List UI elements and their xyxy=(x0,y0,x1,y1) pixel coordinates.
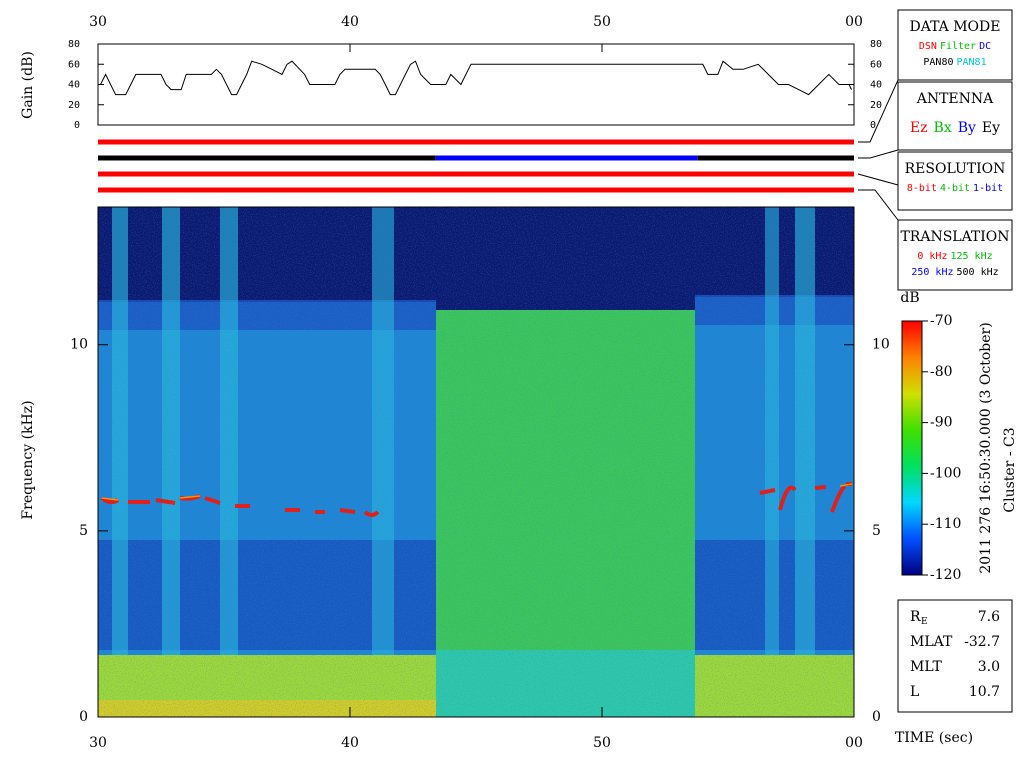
y-tick-label: 60 xyxy=(68,59,80,70)
panel-title: RESOLUTION xyxy=(905,161,1006,177)
colorbar-tick-label: -70 xyxy=(930,313,953,329)
x-tick-label: 40 xyxy=(341,735,359,751)
panel-item: Ey xyxy=(982,120,1000,136)
orbit-label-sub: E xyxy=(921,617,928,627)
frequency-axis-label: Frequency (kHz) xyxy=(20,400,36,519)
status-segment xyxy=(98,187,854,193)
colorbar-tick-label: -110 xyxy=(930,516,961,532)
y-tick-label: 60 xyxy=(870,59,882,70)
y-tick-label: 20 xyxy=(870,100,882,111)
x-tick-label: 00 xyxy=(845,735,863,751)
panel-item: 250 kHz xyxy=(911,267,953,278)
panel-row: DSN Filter DC xyxy=(919,41,991,52)
y-tick-label: 5 xyxy=(79,523,88,539)
panel-row: Ez Bx By Ey xyxy=(910,120,1000,136)
y-tick-label: 0 xyxy=(79,709,88,725)
panel-item: PAN80 xyxy=(923,57,953,68)
y-tick-label: 0 xyxy=(74,120,80,131)
orbit-value: -32.7 xyxy=(964,634,1000,650)
x-tick-label: 30 xyxy=(89,735,107,751)
panel-connectors xyxy=(857,79,899,221)
y-tick-label: 10 xyxy=(872,337,890,353)
panel-item: 500 kHz xyxy=(957,267,999,278)
panel-row: 8-bit 4-bit 1-bit xyxy=(907,183,1003,194)
colorbar-tick-label: -120 xyxy=(930,567,961,583)
panel-title: ANTENNA xyxy=(916,91,994,107)
gain-frame xyxy=(97,43,855,126)
panel-row: 0 kHz 125 kHz xyxy=(917,251,992,262)
panel-item: 8-bit xyxy=(907,183,937,194)
panel-item: DSN xyxy=(919,41,937,52)
panel-item: 125 kHz xyxy=(950,251,992,262)
panel-item: Filter xyxy=(940,41,976,52)
y-tick-label: 10 xyxy=(70,337,88,353)
panel-item: 0 kHz xyxy=(917,251,947,262)
y-tick-label: 80 xyxy=(870,39,882,50)
panel-item: PAN81 xyxy=(957,57,987,68)
x-tick-label: 50 xyxy=(593,14,611,30)
panel-row: 250 kHz 500 kHz xyxy=(911,267,998,278)
orbit-label: L xyxy=(910,684,919,700)
status-segment xyxy=(697,155,854,161)
panel-item: 1-bit xyxy=(973,183,1003,194)
status-segment xyxy=(98,171,854,177)
panel-item: DC xyxy=(979,41,991,52)
y-tick-label: 40 xyxy=(68,80,80,91)
orbit-label: R xyxy=(910,609,921,625)
gain-line xyxy=(100,60,852,96)
panel-title: TRANSLATION xyxy=(900,229,1009,245)
status-segment xyxy=(98,139,854,145)
orbit-value: 10.7 xyxy=(969,684,1000,700)
colorbar xyxy=(901,320,923,576)
orbit-subscript: E xyxy=(921,617,928,627)
y-tick-label: 5 xyxy=(872,523,881,539)
colorbar-tick-label: -100 xyxy=(930,465,961,481)
y-tick-label: 0 xyxy=(870,120,876,131)
colorbar-label: dB xyxy=(900,290,919,306)
y-tick-label: 80 xyxy=(68,39,80,50)
x-tick-label: 50 xyxy=(593,735,611,751)
x-axis-label: TIME (sec) xyxy=(895,730,973,746)
panel-item: Bx xyxy=(934,120,952,136)
panel-row: PAN80 PAN81 xyxy=(923,57,986,68)
panel-title: DATA MODE xyxy=(910,19,1001,35)
spectrogram-frame xyxy=(97,206,855,718)
y-tick-label: 40 xyxy=(870,80,882,91)
orbit-label: MLAT xyxy=(910,634,953,650)
orbit-value: 3.0 xyxy=(978,659,1000,675)
orbit-value: 7.6 xyxy=(978,609,1000,625)
status-segment xyxy=(435,155,698,161)
x-tick-label: 40 xyxy=(341,14,359,30)
y-tick-label: 20 xyxy=(68,100,80,111)
y-tick-label: 0 xyxy=(872,709,881,725)
timestamp: 2011 276 16:50:30.000 (3 October) xyxy=(978,322,994,573)
panel-item: Ez xyxy=(910,120,928,136)
orbit-label: MLT xyxy=(910,659,942,675)
colorbar-tick-label: -90 xyxy=(930,415,953,431)
gain-axis-label: Gain (dB) xyxy=(20,51,36,119)
colorbar-tick-label: -80 xyxy=(930,364,953,380)
x-tick-label: 00 xyxy=(845,14,863,30)
spacecraft: Cluster - C3 xyxy=(1002,427,1018,512)
spectrogram-image xyxy=(98,207,854,717)
status-segment xyxy=(98,155,436,161)
panel-item: 4-bit xyxy=(940,183,970,194)
panel-item: By xyxy=(958,120,976,136)
x-tick-label: 30 xyxy=(89,14,107,30)
panel-frames xyxy=(897,9,1013,713)
